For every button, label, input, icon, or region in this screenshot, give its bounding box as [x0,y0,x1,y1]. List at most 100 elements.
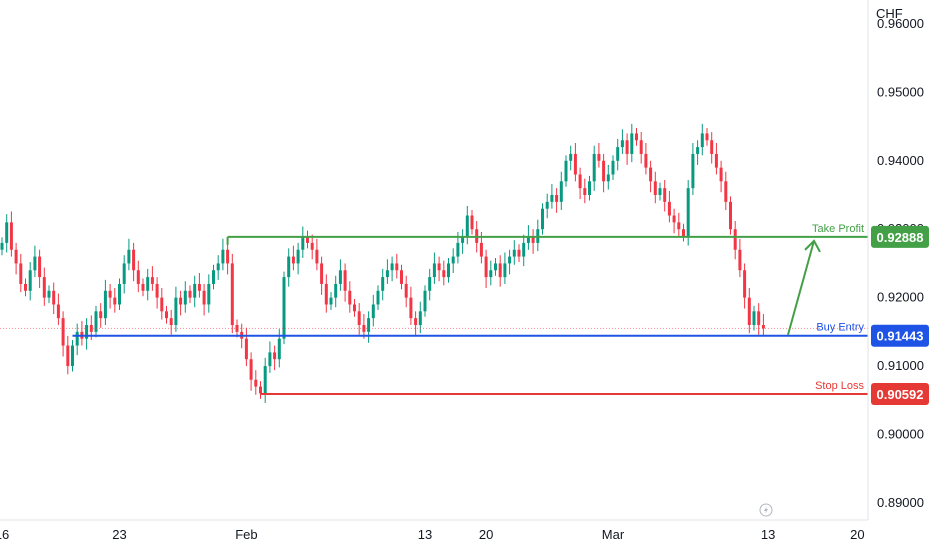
candle-body [705,133,709,141]
candle-body [747,297,751,325]
candle-body [423,290,427,312]
candle-body [456,242,460,257]
candle-body [682,229,685,237]
candle-body [498,263,502,278]
candle-body [616,147,620,161]
candle-body [226,249,230,264]
candle-body [714,153,718,168]
candle-body [118,283,121,305]
candle-body [545,201,549,209]
x-tick-label: 20 [479,527,493,542]
candle-body [42,277,46,298]
candle-body [212,270,215,284]
candle-body [291,256,295,264]
candle-body [376,290,380,305]
candle-body [0,242,4,250]
candle-body [14,249,18,264]
candle-body [470,215,474,230]
candle-body [517,249,521,257]
candle-body [639,140,643,154]
candle-body [28,270,32,291]
candle-body [597,153,601,161]
candle-body [315,249,319,264]
candle-body [569,153,573,161]
candle-body [395,263,399,271]
x-tick-label: Mar [602,527,625,542]
candle-body [19,263,23,284]
candle-body [559,181,563,202]
candle-body [160,297,164,312]
y-tick-label: 0.92000 [877,290,924,305]
candle-body [442,270,446,278]
candle-body [583,188,587,195]
candle-body [277,338,281,360]
candle-body [221,249,225,264]
candle-body [61,318,65,346]
candle-body [136,270,140,284]
time-axis[interactable]: 16 23 Feb 13 20 Mar 13 20 [0,527,865,542]
candle-body [447,263,450,278]
candle-body [155,283,159,298]
candle-body [724,181,728,202]
candle-body [66,345,70,367]
candle-body [743,270,747,298]
candle-body [127,249,131,264]
candle-body [710,140,714,154]
candle-body [89,325,93,332]
candle-body [324,283,328,305]
candle-body [644,153,648,168]
candle-body [9,222,13,250]
candle-body [400,270,403,284]
candle-body [564,160,568,182]
arrow-head [804,239,821,253]
candle-body [183,290,187,305]
y-tick-label: 0.89000 [877,495,924,510]
candle-body [85,325,89,339]
level-price-badge [871,225,929,248]
candle-body [381,277,385,291]
candle-body [461,236,465,243]
candlestick-series [0,123,765,403]
candle-body [418,311,422,325]
candle-body [578,174,582,189]
candle-body [620,140,624,148]
candle-body [141,283,145,291]
candle-body [653,181,657,195]
trade-levels: Take Profit Buy Entry Stop Loss [0,223,868,395]
price-axis[interactable]: 0.890000.900000.910000.920000.930000.940… [877,16,924,510]
candle-body [404,283,408,298]
candle-body [606,174,610,182]
candle-body [348,290,352,305]
candle-body [700,133,704,148]
candle-body [230,263,234,325]
candle-body [667,201,671,216]
candle-body [663,188,667,202]
candle-body [729,201,732,230]
candle-body [5,222,9,243]
candle-body [33,256,37,271]
candle-body [263,366,267,394]
x-tick-label: 23 [112,527,126,542]
candle-body [197,283,201,291]
y-tick-label: 0.96000 [877,16,924,31]
y-tick-label: 0.90000 [877,426,924,441]
candle-body [649,167,653,182]
candle-body [254,379,258,387]
candle-body [301,236,305,250]
y-tick-label: 0.95000 [877,84,924,99]
candle-body [343,270,347,291]
candle-body [672,215,676,223]
candle-body [526,236,530,243]
candle-body [451,256,455,264]
y-tick-label: 0.94000 [877,153,924,168]
candle-body [56,304,60,319]
y-tick-label: 0.91000 [877,358,924,373]
x-tick-label: 13 [418,527,432,542]
price-badges: 0.92888 0.91443 0.90592 [871,225,929,405]
candle-body [193,283,197,298]
candle-body [268,352,272,367]
lightning-icon[interactable] [759,503,773,517]
level-label: Buy Entry [816,322,864,334]
candle-body [338,270,342,284]
